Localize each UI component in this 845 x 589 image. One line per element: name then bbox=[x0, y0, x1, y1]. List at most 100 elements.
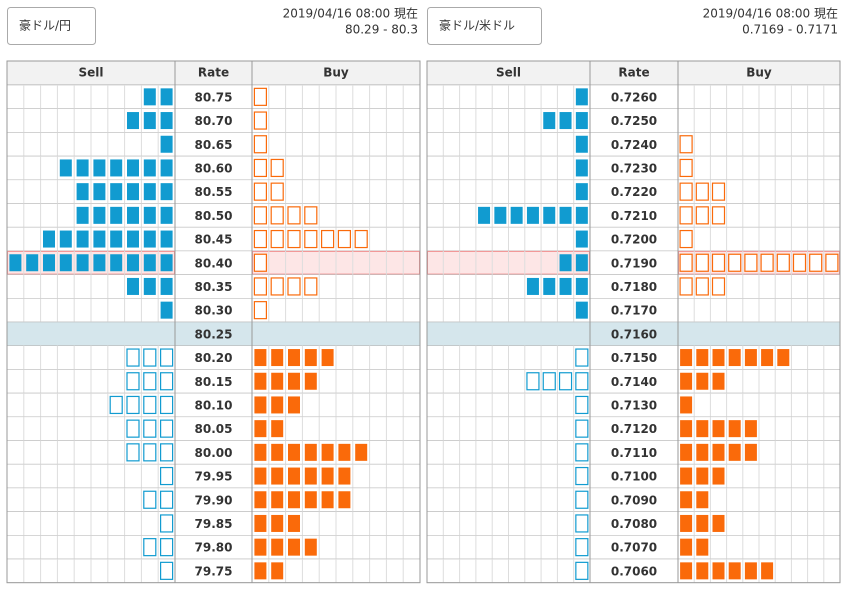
sell-box bbox=[127, 230, 139, 248]
buy-box bbox=[712, 443, 725, 461]
sell-box bbox=[575, 254, 588, 272]
sell-box bbox=[575, 348, 589, 367]
buy-box bbox=[271, 396, 284, 414]
buy-box bbox=[338, 467, 351, 485]
sell-box bbox=[478, 206, 491, 224]
buy-box bbox=[304, 349, 317, 367]
buy-box bbox=[680, 538, 693, 556]
sell-box bbox=[559, 277, 572, 295]
sell-box bbox=[109, 395, 123, 415]
sell-box bbox=[43, 230, 55, 248]
rate: 80.20 bbox=[195, 351, 233, 365]
table-border bbox=[426, 60, 841, 584]
buy-box bbox=[304, 206, 318, 225]
pair-button-label[interactable]: 豪ドル/円 bbox=[19, 18, 71, 33]
rate: 0.7190 bbox=[611, 256, 657, 270]
buy-box bbox=[680, 443, 693, 461]
sell-box bbox=[127, 206, 139, 224]
sell-box bbox=[543, 206, 556, 224]
sell-box bbox=[160, 514, 174, 533]
sell-box bbox=[559, 206, 572, 224]
buy-box bbox=[287, 206, 301, 225]
buy-box bbox=[711, 182, 726, 201]
buy-box bbox=[271, 443, 284, 461]
header-buy: Buy bbox=[746, 66, 772, 80]
buy-box bbox=[321, 467, 334, 485]
buy-box bbox=[744, 562, 757, 580]
sell-box bbox=[160, 277, 173, 295]
buy-box bbox=[288, 467, 300, 485]
rate: 80.35 bbox=[195, 280, 233, 294]
buy-box bbox=[695, 253, 709, 272]
buy-box bbox=[712, 514, 725, 532]
buy-box bbox=[270, 277, 284, 296]
buy-box bbox=[271, 467, 284, 485]
buy-box bbox=[271, 514, 284, 532]
rate: 80.25 bbox=[195, 327, 233, 341]
sell-box bbox=[543, 277, 556, 295]
buy-box bbox=[712, 349, 725, 367]
rate: 80.45 bbox=[195, 233, 233, 247]
buy-box bbox=[254, 420, 267, 438]
sell-box bbox=[575, 538, 589, 557]
sell-box bbox=[160, 466, 174, 486]
buy-box bbox=[679, 206, 693, 225]
sell-box bbox=[93, 254, 106, 272]
buy-box bbox=[355, 443, 368, 461]
rate: 0.7250 bbox=[611, 114, 657, 128]
rate: 80.00 bbox=[195, 446, 233, 460]
sell-box bbox=[575, 230, 588, 248]
rate: 79.75 bbox=[195, 564, 233, 578]
buy-box bbox=[271, 372, 284, 390]
buy-box bbox=[253, 182, 267, 201]
buy-box bbox=[254, 349, 267, 367]
sell-box bbox=[559, 112, 572, 130]
sell-box bbox=[160, 348, 174, 367]
sell-box bbox=[59, 254, 72, 272]
buy-box bbox=[696, 420, 709, 438]
sell-box bbox=[143, 538, 157, 557]
buy-box bbox=[744, 420, 757, 438]
buy-box bbox=[792, 253, 807, 272]
buy-box bbox=[679, 229, 693, 249]
sell-box bbox=[575, 514, 589, 533]
rate: 80.15 bbox=[195, 375, 233, 389]
pair-button[interactable] bbox=[427, 7, 542, 45]
buy-box bbox=[680, 491, 693, 509]
buy-box bbox=[696, 372, 709, 390]
sell-box bbox=[160, 538, 174, 557]
buy-box bbox=[760, 253, 774, 272]
buy-box bbox=[728, 349, 741, 367]
rate: 0.7210 bbox=[611, 209, 657, 223]
buy-box bbox=[271, 491, 284, 509]
sell-box bbox=[575, 301, 588, 319]
sell-box bbox=[559, 254, 572, 272]
buy-box bbox=[680, 420, 693, 438]
buy-box bbox=[288, 443, 300, 461]
buy-box bbox=[253, 158, 267, 178]
buy-box bbox=[271, 420, 284, 438]
rate: 0.7110 bbox=[611, 446, 657, 460]
buy-box bbox=[679, 158, 693, 178]
header-sell: Sell bbox=[496, 66, 521, 80]
rate: 80.65 bbox=[195, 138, 233, 152]
buy-box bbox=[271, 562, 284, 580]
buy-box bbox=[304, 372, 317, 390]
rate: 79.80 bbox=[195, 541, 233, 555]
buy-box bbox=[761, 349, 774, 367]
price-range: 80.29 - 80.3 bbox=[345, 23, 418, 37]
buy-box bbox=[270, 229, 284, 249]
sell-box bbox=[160, 372, 174, 391]
sell-box bbox=[160, 88, 173, 106]
rate: 0.7220 bbox=[611, 185, 657, 199]
buy-box bbox=[711, 253, 726, 272]
sell-box bbox=[93, 230, 106, 248]
buy-box bbox=[744, 443, 757, 461]
sell-box bbox=[76, 183, 89, 201]
sell-box bbox=[143, 159, 156, 177]
sell-box bbox=[127, 254, 139, 272]
pair-button-label[interactable]: 豪ドル/米ドル bbox=[439, 18, 515, 33]
rate: 80.50 bbox=[195, 209, 233, 223]
pair-button[interactable] bbox=[7, 7, 96, 45]
buy-box bbox=[696, 562, 709, 580]
